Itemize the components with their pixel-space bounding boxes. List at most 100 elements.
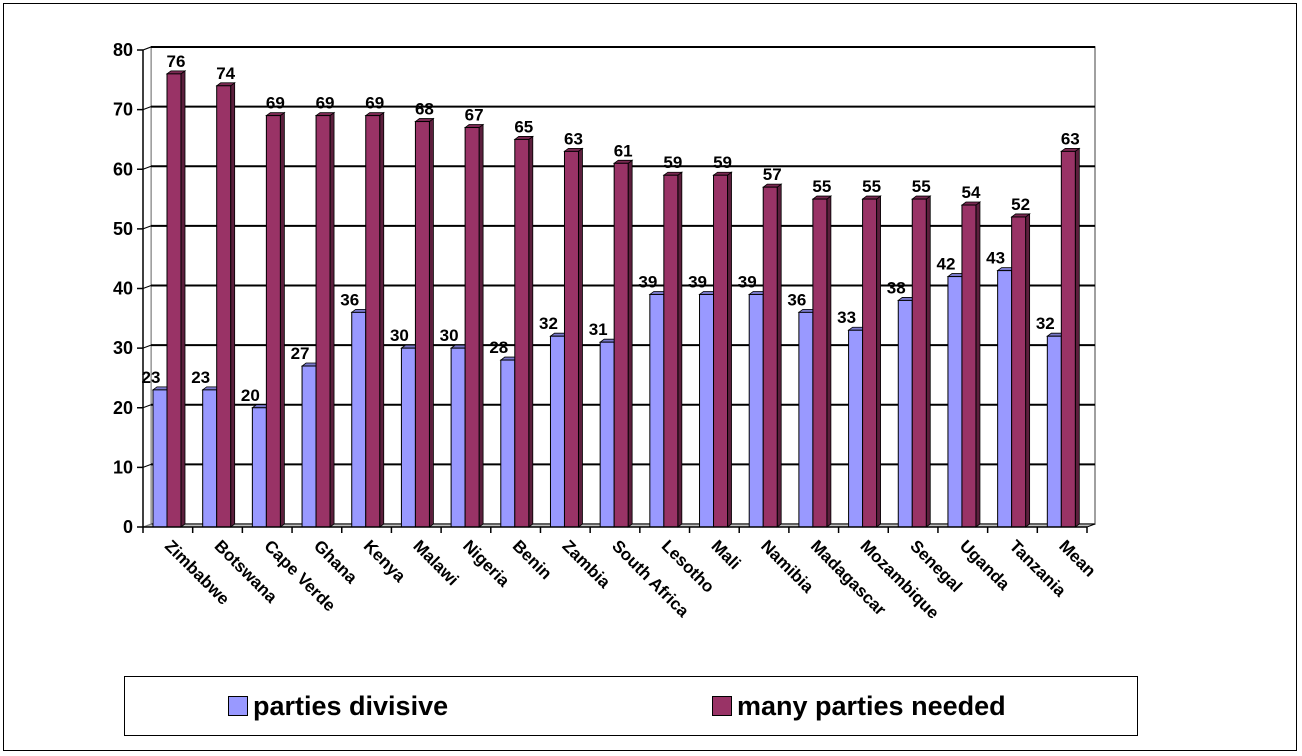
bar-series-2-front bbox=[613, 162, 629, 528]
bar-series-2-side bbox=[180, 70, 186, 528]
bar-series-2 bbox=[364, 111, 385, 528]
x-category-label: Mean bbox=[1055, 536, 1099, 580]
data-label-series-2: 65 bbox=[514, 117, 533, 136]
bar-series-1-front bbox=[997, 270, 1013, 528]
data-label-series-2: 61 bbox=[614, 141, 633, 160]
bar-series-1-front bbox=[1046, 335, 1062, 528]
data-label-series-1: 28 bbox=[489, 338, 508, 357]
bar-series-2-side bbox=[627, 159, 633, 528]
bar-series-2 bbox=[712, 171, 733, 528]
bar-series-2-side bbox=[776, 183, 782, 528]
bar-series-2-front bbox=[365, 115, 381, 528]
gridline-side bbox=[142, 344, 152, 349]
data-label-series-2: 59 bbox=[713, 153, 732, 172]
bar-series-2-side bbox=[1074, 147, 1080, 528]
data-label-series-1: 39 bbox=[738, 272, 757, 291]
bar-series-2-side bbox=[379, 111, 385, 528]
y-tick-label: 70 bbox=[113, 100, 133, 120]
x-category-label: Mali bbox=[708, 536, 745, 573]
bar-series-1-front bbox=[947, 276, 963, 528]
bar-series-1-front bbox=[351, 311, 367, 528]
bar-series-2-side bbox=[329, 111, 335, 528]
x-category-label: Zambia bbox=[558, 536, 614, 592]
x-category-label: Malawi bbox=[409, 536, 462, 589]
bar-series-2 bbox=[563, 147, 584, 528]
bar-series-1-front bbox=[549, 335, 565, 528]
bar-series-2 bbox=[1060, 147, 1081, 528]
bar-series-1-front bbox=[748, 293, 764, 528]
bar-series-2-side bbox=[677, 171, 683, 528]
bar-series-2-front bbox=[663, 174, 679, 528]
y-tick-label: 30 bbox=[113, 338, 133, 358]
gridline-side bbox=[142, 165, 152, 170]
bar-series-2 bbox=[861, 195, 882, 528]
bar-series-2 bbox=[911, 195, 932, 528]
bar-series-1-front bbox=[500, 359, 516, 528]
data-label-series-2: 59 bbox=[663, 153, 682, 172]
bar-series-2 bbox=[314, 111, 336, 528]
legend-entry-series-2: many parties needed bbox=[712, 690, 1006, 722]
data-label-series-2: 52 bbox=[1011, 195, 1030, 214]
bar-series-2 bbox=[960, 201, 982, 528]
bar-series-2 bbox=[612, 159, 634, 528]
data-label-series-1: 36 bbox=[787, 290, 806, 309]
bar-series-2-side bbox=[1025, 213, 1031, 528]
bar-series-2-side bbox=[478, 123, 484, 528]
data-label-series-1: 27 bbox=[291, 344, 310, 363]
data-label-series-2: 68 bbox=[415, 100, 434, 119]
bar-series-2-front bbox=[563, 150, 579, 528]
y-tick-label: 60 bbox=[113, 159, 133, 179]
bar-series-2-front bbox=[762, 186, 778, 528]
data-label-series-2: 63 bbox=[1061, 129, 1080, 148]
data-label-series-1: 38 bbox=[887, 278, 906, 297]
bar-series-1-front bbox=[649, 293, 665, 528]
data-label-series-1: 23 bbox=[142, 368, 161, 387]
bar-series-2-front bbox=[265, 115, 281, 528]
bar-series-2-front bbox=[862, 198, 878, 528]
bar-series-2-side bbox=[975, 201, 981, 528]
bar-series-1-front bbox=[202, 389, 218, 528]
y-tick-label: 40 bbox=[113, 279, 133, 299]
y-tick-label: 20 bbox=[113, 398, 133, 418]
bar-series-2-front bbox=[514, 138, 530, 528]
data-label-series-1: 32 bbox=[539, 314, 558, 333]
bar-series-2-front bbox=[1060, 150, 1076, 528]
bar-series-1-front bbox=[599, 341, 615, 528]
bar-series-2-front bbox=[713, 174, 729, 528]
gridline-side bbox=[142, 46, 152, 51]
bar-series-2-side bbox=[727, 171, 732, 528]
bar-series-2 bbox=[463, 123, 485, 528]
gridline-side bbox=[142, 225, 152, 230]
bar-series-2 bbox=[414, 117, 435, 528]
bar-series-1-front bbox=[301, 365, 317, 528]
y-tick-label: 80 bbox=[113, 40, 133, 60]
x-category-label: Benin bbox=[509, 536, 556, 583]
y-axis-tick-labels: 0 10 20 30 40 50 60 70 80 bbox=[113, 40, 133, 537]
bar-series-2-front bbox=[911, 198, 927, 528]
bar-series-2-side bbox=[528, 135, 534, 528]
y-tick-label: 10 bbox=[113, 457, 133, 477]
bar-series-2-front bbox=[166, 73, 182, 528]
bar-series-2-side bbox=[876, 195, 881, 528]
data-label-series-2: 69 bbox=[316, 94, 335, 113]
data-label-series-1: 36 bbox=[340, 290, 359, 309]
x-category-label: Uganda bbox=[956, 536, 1014, 594]
data-label-series-2: 63 bbox=[564, 129, 583, 148]
bar-series-2 bbox=[762, 183, 783, 528]
bar-series-1-front bbox=[251, 407, 267, 528]
data-label-series-1: 32 bbox=[1036, 314, 1055, 333]
bar-series-2-side bbox=[230, 81, 236, 528]
bar-series-2 bbox=[811, 195, 833, 528]
bar-series-1-front bbox=[152, 389, 168, 528]
data-label-series-1: 20 bbox=[241, 386, 260, 405]
legend-swatch-series-1 bbox=[228, 696, 248, 716]
data-label-series-1: 43 bbox=[986, 249, 1005, 268]
data-label-series-2: 76 bbox=[167, 52, 186, 71]
data-label-series-2: 54 bbox=[961, 183, 980, 202]
data-label-series-1: 23 bbox=[191, 368, 210, 387]
legend-label-series-2: many parties needed bbox=[737, 690, 1006, 721]
bar-series-1-front bbox=[450, 347, 466, 528]
x-category-label: Nigeria bbox=[459, 536, 514, 591]
gridline-side bbox=[142, 285, 152, 289]
